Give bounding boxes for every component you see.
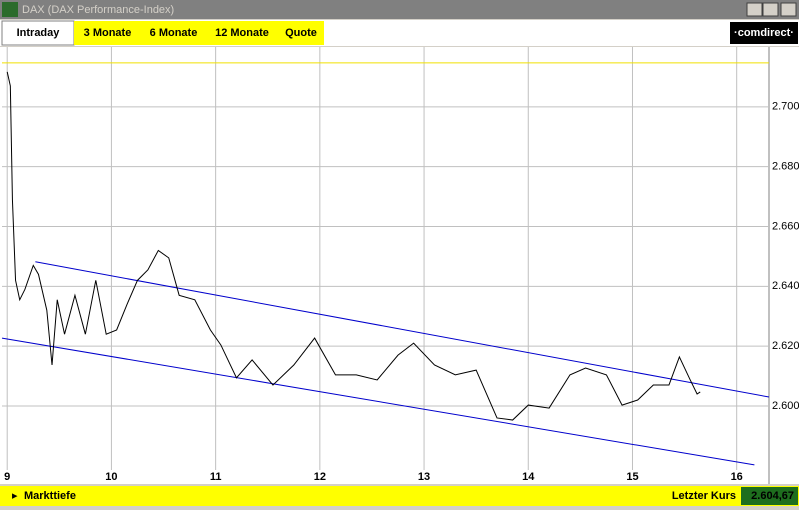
trend-line [35,261,770,398]
tab[interactable] [141,21,206,45]
tab-label[interactable]: Intraday [17,27,61,39]
footer-label: Letzter Kurs [672,490,736,502]
x-tick-label: 14 [522,471,535,483]
tab[interactable] [206,21,278,45]
minimize[interactable] [746,2,763,17]
price-line [6,71,701,421]
window-buttons[interactable] [746,2,797,17]
tab-label[interactable]: 12 Monate [215,27,269,39]
x-tick-label: 16 [731,471,743,483]
y-tick-label: 2.700 [772,101,799,113]
x-tick-label: 15 [626,471,638,483]
tab[interactable] [74,21,141,45]
footer-arrow: ▸ [12,490,18,502]
app-icon [2,2,18,17]
y-tick-label: 2.620 [772,340,799,352]
y-tick-label: 2.660 [772,220,799,232]
last-price: 2.604,67 [751,490,794,502]
title-bar [0,0,799,19]
footer-left[interactable]: Markttiefe [24,490,76,502]
y-tick-label: 2.680 [772,161,799,173]
brand-box [730,22,798,44]
x-tick-label: 13 [418,471,430,483]
tab[interactable] [1,20,75,46]
y-tick-label: 2.640 [772,280,799,292]
tab-label[interactable]: 6 Monate [150,27,198,39]
window-title: DAX (DAX Performance-Index) [22,4,174,16]
y-tick-label: 2.600 [772,400,799,412]
maximize[interactable] [762,2,779,17]
brand: ·comdirect· [734,27,794,39]
x-tick-label: 11 [210,471,222,483]
footer[interactable] [0,486,799,506]
axis-panel [769,47,799,484]
tab[interactable] [278,21,324,45]
x-tick-label: 10 [105,471,117,483]
tab-label[interactable]: Quote [285,27,317,39]
trend-line [1,337,755,466]
close[interactable] [780,2,797,17]
x-tick-label: 9 [4,471,10,483]
tab-label[interactable]: 3 Monate [84,27,132,39]
x-tick-label: 12 [314,471,326,483]
last-price-box [741,487,798,505]
chart-area [0,47,799,484]
